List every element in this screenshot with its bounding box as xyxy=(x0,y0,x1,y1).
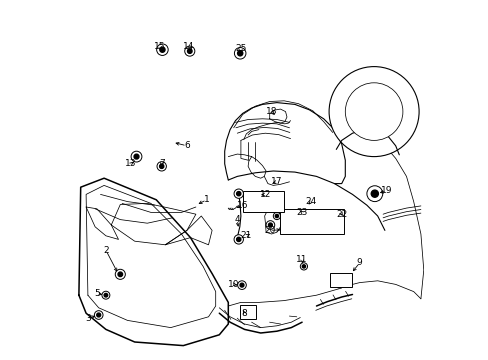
Circle shape xyxy=(184,46,194,56)
Text: 13: 13 xyxy=(125,159,137,168)
Text: 1: 1 xyxy=(203,195,209,204)
Text: 11: 11 xyxy=(296,255,307,264)
Circle shape xyxy=(134,154,139,159)
Circle shape xyxy=(345,83,402,140)
Circle shape xyxy=(97,313,101,317)
Text: 10: 10 xyxy=(227,280,239,289)
Text: 24: 24 xyxy=(305,197,316,206)
Circle shape xyxy=(234,189,243,198)
Circle shape xyxy=(234,48,245,59)
Polygon shape xyxy=(79,178,228,346)
Circle shape xyxy=(237,51,242,56)
Circle shape xyxy=(370,190,378,197)
Circle shape xyxy=(102,291,110,299)
Bar xyxy=(240,305,256,319)
Text: 15: 15 xyxy=(154,42,165,51)
Circle shape xyxy=(160,47,164,52)
Circle shape xyxy=(104,293,107,297)
Text: 18: 18 xyxy=(265,107,277,116)
Text: 5: 5 xyxy=(94,289,100,298)
Text: 21: 21 xyxy=(240,231,251,240)
Circle shape xyxy=(240,283,244,287)
Text: 20: 20 xyxy=(264,226,275,235)
Circle shape xyxy=(94,311,103,319)
Circle shape xyxy=(265,221,274,229)
Text: 16: 16 xyxy=(237,201,248,210)
Text: 12: 12 xyxy=(260,190,271,199)
Text: 2: 2 xyxy=(103,246,108,255)
Circle shape xyxy=(275,215,278,217)
Circle shape xyxy=(300,263,307,270)
Text: 19: 19 xyxy=(380,186,392,195)
Circle shape xyxy=(273,212,280,220)
Text: 3: 3 xyxy=(85,314,91,323)
Text: 23: 23 xyxy=(296,208,307,217)
Text: 9: 9 xyxy=(356,258,362,267)
Circle shape xyxy=(115,269,125,279)
Circle shape xyxy=(302,265,305,268)
Circle shape xyxy=(131,151,142,162)
Circle shape xyxy=(328,67,418,157)
Circle shape xyxy=(236,192,241,196)
Text: 6: 6 xyxy=(183,141,189,150)
Bar xyxy=(329,273,351,287)
Circle shape xyxy=(187,49,192,53)
Text: 8: 8 xyxy=(241,309,247,318)
Text: 4: 4 xyxy=(234,215,240,224)
Circle shape xyxy=(366,186,382,202)
Circle shape xyxy=(236,237,241,242)
Text: 22: 22 xyxy=(335,210,346,219)
Text: 7: 7 xyxy=(159,159,164,168)
Circle shape xyxy=(237,281,246,289)
Circle shape xyxy=(156,44,168,55)
Circle shape xyxy=(159,164,163,168)
Text: 25: 25 xyxy=(235,44,246,53)
Circle shape xyxy=(118,272,122,276)
Circle shape xyxy=(268,223,272,227)
Circle shape xyxy=(234,235,243,244)
Bar xyxy=(242,191,284,212)
Circle shape xyxy=(157,162,166,171)
Bar xyxy=(279,209,343,234)
Text: 17: 17 xyxy=(270,177,282,186)
Text: 14: 14 xyxy=(183,42,194,51)
